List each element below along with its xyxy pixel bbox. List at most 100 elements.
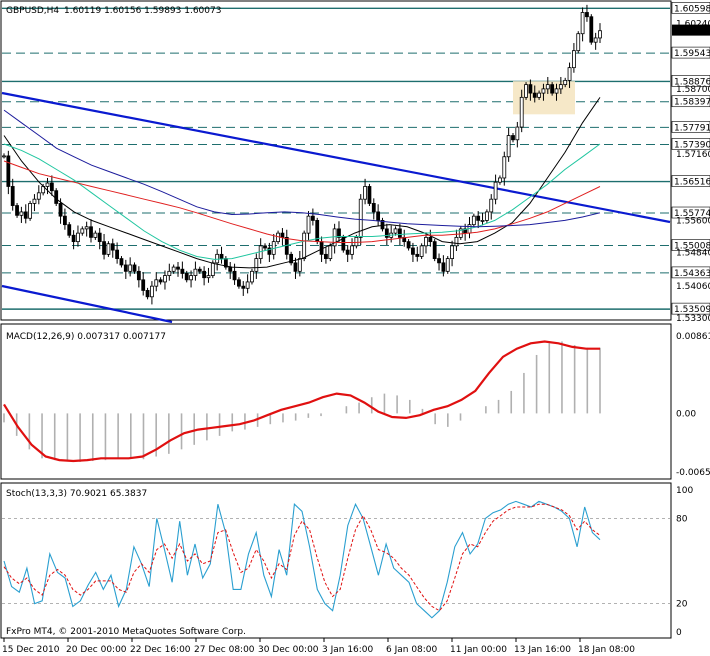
stoch-tick-label: 80 (676, 514, 688, 524)
stoch-panel[interactable] (0, 482, 672, 639)
price-candle (489, 198, 494, 213)
level-label-box (671, 95, 710, 108)
level-label: 1.57390 (674, 140, 710, 150)
ohlc-readout: 1.60119 1.60156 1.59893 1.60073 (64, 6, 221, 16)
price-candle (511, 135, 515, 141)
price-candle (498, 177, 502, 183)
price-candle (528, 84, 533, 94)
x-tick-label: 30 Dec 00:00 (258, 645, 319, 655)
price-candle (210, 262, 215, 276)
price-candle (424, 236, 428, 247)
level-label: 1.60598 (674, 4, 710, 14)
price-candle (428, 236, 433, 243)
price-candle (537, 92, 541, 98)
price-candle (237, 279, 241, 287)
price-candle (71, 234, 76, 243)
level-label-box (671, 175, 710, 187)
price-candle (363, 186, 367, 200)
price-candle (123, 264, 128, 272)
price-candle (493, 181, 498, 200)
price-candle (367, 186, 372, 204)
price-candle (541, 88, 546, 94)
macd-tick-label: 0.00 (676, 409, 696, 419)
price-candle (445, 258, 450, 272)
price-candle (437, 258, 441, 264)
price-candle (84, 226, 89, 230)
level-label-box (671, 46, 710, 59)
x-tick-label: 18 Jan 08:00 (578, 645, 635, 655)
x-tick-label: 13 Jan 16:00 (514, 645, 571, 655)
price-candle (76, 232, 80, 243)
price-candle (411, 247, 415, 255)
stoch-signal-line (3, 503, 601, 612)
price-candle (136, 270, 141, 281)
price-candle (106, 243, 111, 255)
price-candle (6, 155, 11, 187)
y-tick-label: 1.54840 (676, 249, 710, 259)
price-candle (515, 126, 520, 141)
price-candle (10, 186, 15, 206)
main-price-panel[interactable] (0, 0, 672, 321)
price-candle (598, 30, 602, 39)
price-candle (89, 226, 93, 238)
price-candle (337, 228, 341, 238)
level-label: 1.58876 (674, 77, 710, 87)
price-candle (23, 211, 28, 219)
y-tick-label: 1.58700 (676, 85, 710, 95)
price-candle (2, 155, 6, 158)
price-candle (67, 224, 72, 236)
price-candle (245, 281, 250, 289)
price-candle (306, 215, 311, 234)
moving-average-line (3, 160, 601, 243)
macd-title: MACD(12,26,9) 0.007317 0.007177 (6, 332, 166, 342)
price-candle (454, 236, 459, 247)
price-candle (563, 79, 568, 86)
price-candle (206, 275, 211, 279)
price-candle (419, 245, 424, 257)
price-candle (358, 198, 363, 238)
price-candle (119, 258, 124, 266)
price-candle (280, 232, 285, 238)
x-tick-label: 22 Dec 16:00 (130, 645, 191, 655)
price-candle (415, 253, 420, 257)
price-candle (393, 228, 398, 234)
price-candle (506, 135, 511, 158)
price-candle (289, 253, 294, 264)
price-candle (184, 273, 189, 281)
price-candle (228, 266, 233, 272)
price-candle (380, 220, 385, 230)
price-candle (102, 241, 106, 255)
stoch-tick-label: 100 (676, 486, 693, 496)
price-candle (397, 228, 402, 238)
y-tick-label: 1.53300 (676, 314, 710, 324)
price-candle (54, 190, 59, 204)
price-candle (406, 241, 411, 249)
copyright-text: FxPro MT4, © 2001-2010 MetaQuotes Softwa… (6, 627, 246, 637)
price-candle (97, 232, 102, 243)
price-candle (254, 258, 259, 272)
price-candle (193, 268, 198, 276)
price-candle (589, 16, 594, 43)
price-candle (232, 270, 237, 281)
price-candle (293, 262, 298, 272)
macd-panel[interactable] (0, 323, 672, 480)
x-tick-label: 6 Jan 08:00 (386, 645, 438, 655)
price-candle (36, 192, 41, 200)
macd-signal-line (3, 340, 600, 463)
price-candle (58, 203, 63, 217)
price-candle (19, 211, 24, 216)
price-candle (63, 215, 67, 226)
price-candle (163, 275, 167, 283)
price-candle (484, 211, 489, 221)
y-tick-label: 1.57160 (676, 150, 710, 160)
price-candle (585, 12, 589, 18)
stoch-main-line (3, 500, 601, 619)
level-label: 1.56516 (674, 178, 710, 188)
x-tick-label: 3 Jan 16:00 (322, 645, 374, 655)
level-label-box (671, 266, 710, 279)
stoch-tick-label: 0 (676, 628, 682, 638)
x-tick-label: 20 Dec 00:00 (66, 645, 127, 655)
price-candle (341, 236, 346, 251)
price-candle (502, 156, 507, 179)
